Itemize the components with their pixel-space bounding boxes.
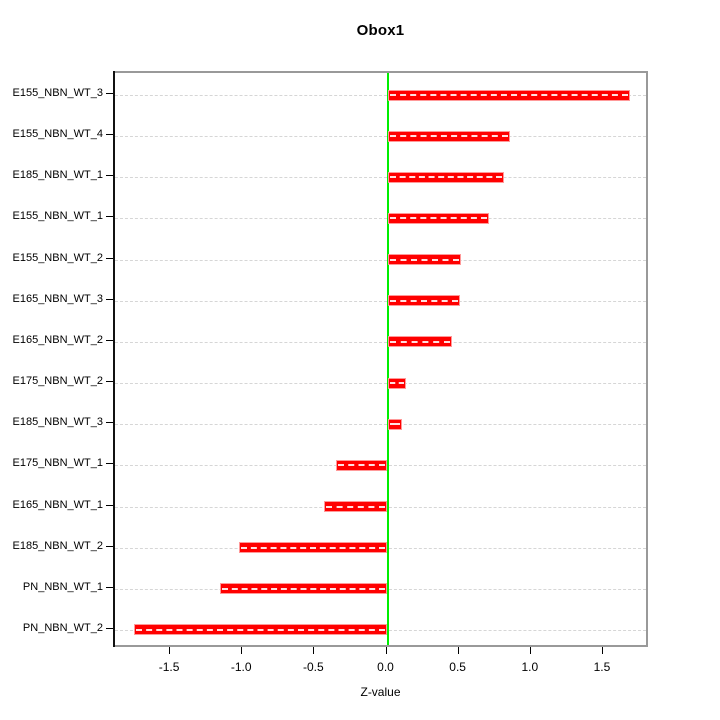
y-tick-mark: [106, 257, 113, 259]
y-axis-label: E185_NBN_WT_2: [12, 539, 104, 552]
gridline: [115, 136, 646, 138]
x-tick-label: 1.0: [521, 660, 539, 674]
x-tick-label: -0.5: [303, 660, 324, 674]
y-axis-label: E165_NBN_WT_3: [12, 292, 104, 305]
gridline: [115, 259, 646, 261]
x-axis-title: Z-value: [360, 685, 401, 699]
y-axis-label: E155_NBN_WT_2: [12, 251, 104, 264]
bar-inner-dash: [389, 340, 451, 343]
y-tick-mark: [106, 93, 113, 94]
gridline: [115, 300, 646, 302]
y-tick-mark: [106, 339, 113, 341]
bar-inner-dash: [222, 587, 386, 590]
gridline: [115, 218, 646, 220]
chart-title: Obox1: [356, 22, 405, 39]
bar-PN_NBN_WT_1: [220, 583, 388, 595]
gridline: [115, 95, 646, 96]
y-axis-label: E175_NBN_WT_2: [12, 375, 104, 388]
bar-E185_NBN_WT_1: [387, 171, 505, 183]
bar-inner-dash: [135, 628, 386, 631]
bar-E175_NBN_WT_1: [335, 459, 388, 471]
bar-inner-dash: [389, 258, 460, 261]
y-tick-mark: [106, 175, 113, 177]
bar-E155_NBN_WT_2: [387, 254, 462, 266]
y-axis-line: [113, 71, 115, 647]
bar-E155_NBN_WT_3: [387, 89, 630, 101]
gridline: [115, 424, 646, 426]
y-tick-mark: [106, 298, 113, 300]
x-tick-label: -1.5: [158, 660, 180, 674]
y-axis-label: PN_NBN_WT_1: [22, 580, 103, 593]
gridline: [115, 383, 646, 385]
x-tick-mark: [601, 647, 603, 654]
y-axis-label: E155_NBN_WT_3: [12, 87, 104, 99]
y-axis-label: E155_NBN_WT_4: [12, 128, 104, 141]
bar-inner-dash: [326, 505, 386, 508]
y-tick-mark: [106, 463, 113, 465]
x-tick-mark: [169, 647, 171, 654]
bar-inner-dash: [389, 382, 405, 385]
bar-E155_NBN_WT_4: [387, 130, 511, 142]
bar-E165_NBN_WT_2: [387, 336, 453, 348]
x-tick-mark: [529, 647, 531, 654]
gridline: [115, 177, 646, 179]
x-tick-label: 1.5: [593, 660, 611, 674]
bar-inner-dash: [389, 135, 509, 138]
bar-inner-dash: [337, 464, 386, 467]
x-tick-mark: [385, 647, 387, 654]
x-tick-mark: [457, 647, 459, 654]
bar-E165_NBN_WT_1: [324, 501, 388, 512]
plot-area: [113, 71, 648, 647]
x-tick-label: 0.0: [377, 660, 394, 674]
bar-E185_NBN_WT_3: [387, 418, 402, 430]
bar-inner-dash: [389, 299, 458, 302]
gridline: [115, 341, 646, 343]
bar-E175_NBN_WT_2: [387, 377, 407, 389]
bar-inner-dash: [389, 94, 628, 96]
bar-inner-dash: [389, 176, 503, 179]
y-axis-label: E165_NBN_WT_2: [12, 333, 104, 346]
x-tick-mark: [313, 647, 315, 654]
zero-line: [386, 73, 389, 645]
y-tick-mark: [106, 381, 113, 383]
y-tick-mark: [106, 422, 113, 424]
y-axis-label: E185_NBN_WT_3: [12, 416, 104, 429]
bar-inner-dash: [389, 423, 400, 426]
y-tick-mark: [106, 545, 113, 547]
y-axis-label: E155_NBN_WT_1: [12, 210, 104, 223]
y-axis-label: PN_NBN_WT_2: [22, 621, 103, 634]
y-tick-mark: [106, 627, 113, 629]
y-tick-mark: [106, 586, 113, 588]
y-axis-label: E185_NBN_WT_1: [12, 169, 104, 182]
y-axis-label: E165_NBN_WT_1: [12, 498, 104, 511]
x-tick-label: 0.5: [449, 660, 466, 674]
y-tick-mark: [106, 134, 113, 136]
y-tick-mark: [106, 504, 113, 506]
bar-inner-dash: [240, 546, 386, 549]
x-tick-label: -1.0: [230, 660, 252, 674]
bar-inner-dash: [389, 217, 487, 220]
y-axis-label: E175_NBN_WT_1: [12, 457, 104, 470]
bar-PN_NBN_WT_2: [133, 624, 388, 636]
bar-E185_NBN_WT_2: [238, 542, 388, 554]
bar-E155_NBN_WT_1: [387, 212, 489, 224]
bar-E165_NBN_WT_3: [387, 295, 460, 307]
y-tick-mark: [106, 216, 113, 218]
x-tick-mark: [241, 647, 243, 654]
